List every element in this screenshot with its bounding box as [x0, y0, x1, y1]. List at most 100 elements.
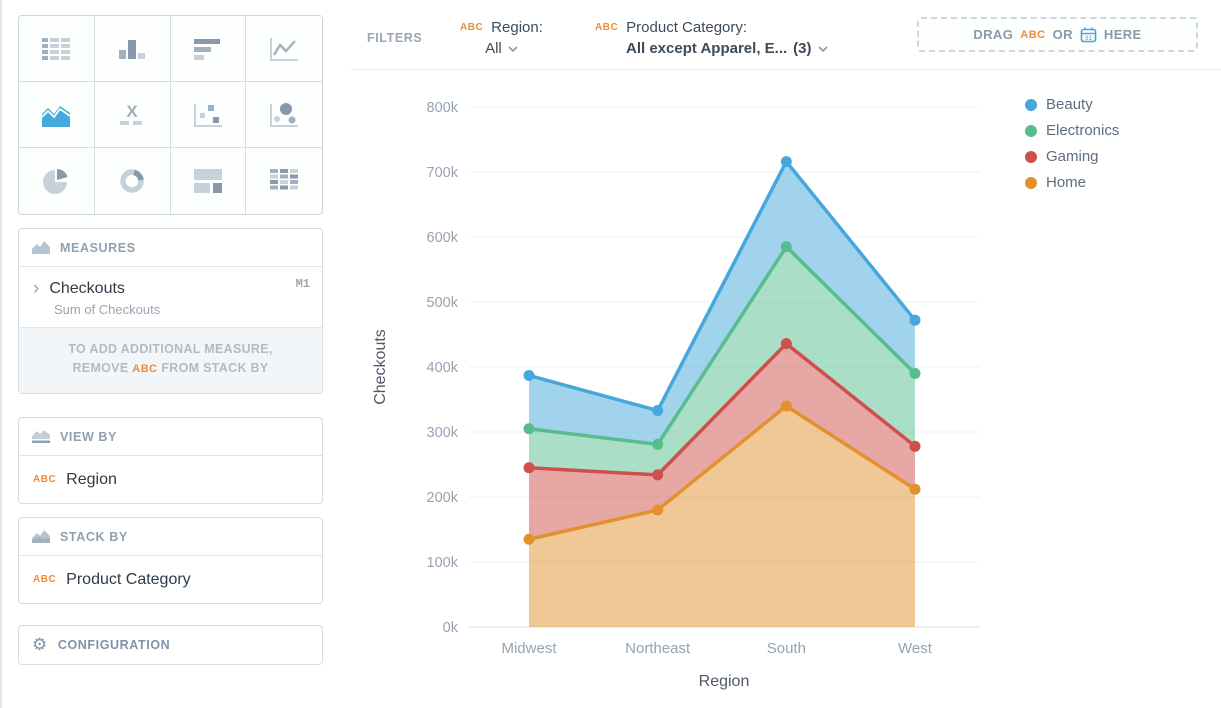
data-point-gaming-west[interactable] [909, 440, 921, 452]
filter-region[interactable]: ABC Region: All [460, 19, 543, 57]
chart-type-crosstab-icon[interactable]: X [94, 82, 171, 148]
legend-swatch-icon [1025, 98, 1037, 111]
y-tick-label: 700k [427, 165, 459, 181]
legend-label: Beauty [1046, 96, 1093, 113]
view-by-panel: VIEW BY ABC Region [18, 417, 323, 504]
data-point-gaming-midwest[interactable] [523, 462, 535, 474]
chart-type-column-icon[interactable] [94, 16, 171, 82]
gear-icon: ⚙ [32, 634, 48, 655]
field-name: Product Category [66, 570, 191, 588]
chart-type-line-icon[interactable] [246, 16, 322, 82]
chart-type-table-icon[interactable] [19, 16, 95, 82]
data-point-gaming-south[interactable] [780, 338, 792, 350]
stacked-area-chart-canvas[interactable]: 0k 100k 200k 300k 400k 500k 600k 700k 800k Midwes… [350, 70, 1221, 708]
configuration-button[interactable]: ⚙ CONFIGURATION [19, 626, 322, 664]
measure-badge: M1 [295, 277, 310, 291]
y-tick-label: 100k [427, 555, 459, 571]
area-band-home [529, 406, 915, 627]
data-point-electronics-south[interactable] [780, 241, 792, 253]
y-tick-label: 500k [427, 295, 459, 311]
measure-aggregation: Sum of Checkouts [54, 302, 161, 317]
hint-line1: TO ADD ADDITIONAL MEASURE, [68, 342, 273, 356]
data-point-beauty-south[interactable] [780, 156, 792, 168]
chart-type-heat-matrix-icon[interactable] [246, 148, 322, 214]
legend-swatch-icon [1025, 176, 1037, 189]
hint-line2-post: FROM STACK BY [161, 361, 269, 376]
chart-type-picker: X [18, 15, 323, 215]
data-point-home-midwest[interactable] [523, 533, 535, 545]
measure-hint: TO ADD ADDITIONAL MEASURE, REMOVE ABC FR… [19, 327, 322, 393]
legend-item-beauty[interactable]: Beauty [1025, 95, 1119, 114]
x-tick-label: Northeast [625, 640, 691, 657]
chart-type-donut-icon[interactable] [94, 148, 171, 214]
legend-label: Electronics [1046, 122, 1120, 139]
filter-category-value[interactable]: All except Apparel, E... [626, 40, 788, 57]
chart-type-scatter-icon[interactable] [170, 82, 247, 148]
legend-item-gaming[interactable]: Gaming [1025, 147, 1119, 166]
x-tick-label: Midwest [501, 640, 557, 657]
chart-type-area-icon-selected[interactable] [19, 82, 95, 148]
chart-type-bubble-icon[interactable] [246, 82, 322, 148]
data-point-beauty-northeast[interactable] [652, 405, 664, 417]
chart-legend: Beauty Electronics Gaming Home [1025, 95, 1119, 192]
data-point-home-south[interactable] [780, 400, 792, 412]
data-point-electronics-midwest[interactable] [523, 423, 535, 435]
dropzone-here-label: HERE [1103, 27, 1142, 42]
hint-line2-pre: REMOVE [72, 361, 129, 376]
data-point-beauty-midwest[interactable] [523, 369, 535, 381]
view-by-header-label: VIEW BY [60, 429, 117, 444]
y-tick-label: 600k [427, 230, 459, 246]
data-point-gaming-northeast[interactable] [652, 469, 664, 481]
y-tick-label: 200k [427, 490, 459, 506]
measures-header-label: MEASURES [60, 240, 136, 255]
data-point-electronics-northeast[interactable] [652, 438, 664, 450]
area-chart-icon [32, 430, 50, 443]
y-tick-label: 0k [443, 620, 459, 636]
abc-attribute-icon: ABC [1020, 28, 1046, 41]
abc-attribute-icon: ABC [132, 363, 158, 376]
view-by-header: VIEW BY [19, 418, 322, 456]
chart-type-treemap-icon[interactable] [170, 148, 247, 214]
series-line-beauty [523, 156, 921, 417]
abc-attribute-icon: ABC [33, 574, 57, 585]
data-point-home-northeast[interactable] [652, 504, 664, 516]
filter-dropzone[interactable]: DRAG ABC OR 31 HERE [917, 17, 1198, 52]
legend-item-electronics[interactable]: Electronics [1025, 121, 1119, 140]
y-tick-label: 300k [427, 425, 459, 441]
stack-by-field-product-category[interactable]: ABC Product Category [19, 556, 322, 603]
filter-product-category[interactable]: ABC Product Category: All except Apparel… [595, 19, 828, 57]
stack-by-header-label: STACK BY [60, 529, 128, 544]
legend-label: Gaming [1046, 148, 1099, 165]
y-axis-title: Checkouts [372, 329, 389, 405]
chart-type-horizontal-bars-icon[interactable] [170, 16, 247, 82]
series-line-electronics [523, 241, 921, 450]
data-point-electronics-west[interactable] [909, 368, 921, 379]
field-name: Region [66, 470, 117, 488]
area-band-beauty [529, 161, 915, 445]
data-point-beauty-west[interactable] [909, 314, 921, 326]
area-band-electronics [529, 246, 915, 475]
area-chart-icon [32, 530, 50, 543]
stack-by-panel: STACK BY ABC Product Category [18, 517, 323, 604]
filter-bar: FILTERS ABC Region: All ABC Product Cate… [350, 0, 1221, 70]
chart-region: 0k 100k 200k 300k 400k 500k 600k 700k 800k Midwes… [350, 70, 1221, 708]
legend-swatch-icon [1025, 150, 1037, 163]
view-by-field-region[interactable]: ABC Region [19, 456, 322, 503]
area-bands [529, 161, 915, 627]
chevron-down-icon [508, 45, 518, 52]
series-line-gaming [523, 338, 921, 481]
measure-item-checkouts[interactable]: › Checkouts M1 Sum of Checkouts [19, 267, 322, 327]
configuration-label: CONFIGURATION [57, 638, 171, 652]
legend-swatch-icon [1025, 124, 1037, 137]
area-band-gaming [529, 343, 915, 540]
data-point-home-west[interactable] [909, 483, 921, 495]
x-tick-label: West [898, 640, 933, 657]
legend-label: Home [1046, 174, 1087, 191]
calendar-icon: 31 [1080, 27, 1097, 42]
y-tick-label: 400k [427, 360, 459, 376]
expand-chevron-icon[interactable]: › [33, 278, 40, 299]
legend-item-home[interactable]: Home [1025, 173, 1119, 192]
filter-region-value[interactable]: All [485, 40, 502, 57]
chart-type-pie-icon[interactable] [19, 148, 95, 214]
